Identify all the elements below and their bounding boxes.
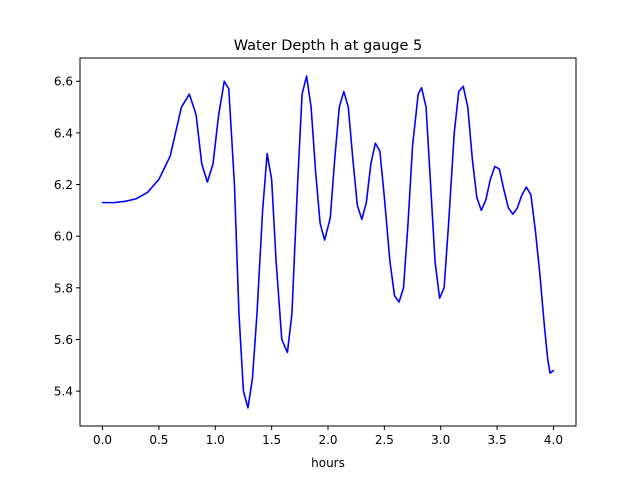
x-axis: 0.0 0.5 1.0 1.5 2.0 2.5 3.0 3.5 4.0: [93, 426, 563, 447]
series-line: [101, 75, 555, 409]
x-tick-label: 2.0: [318, 433, 337, 447]
chart-title: Water Depth h at gauge 5: [234, 38, 422, 54]
x-tick-label: 3.5: [488, 433, 507, 447]
x-tick-label: 1.0: [206, 433, 225, 447]
x-tick-label: 4.0: [544, 433, 563, 447]
x-tick-label: 2.5: [375, 433, 394, 447]
x-tick-label: 0.0: [93, 433, 112, 447]
y-tick-label: 5.8: [54, 281, 73, 295]
y-tick-label: 6.4: [54, 126, 73, 140]
x-tick-label: 0.5: [149, 433, 168, 447]
y-tick-label: 6.0: [54, 230, 73, 244]
y-tick-label: 6.6: [54, 75, 73, 89]
y-tick-label: 5.6: [54, 333, 73, 347]
y-tick-label: 5.4: [54, 385, 73, 399]
y-tick-label: 6.2: [54, 178, 73, 192]
series-group: [101, 75, 555, 409]
x-axis-label: hours: [311, 456, 345, 470]
x-tick-label: 3.0: [431, 433, 450, 447]
x-tick-label: 1.5: [262, 433, 281, 447]
y-axis: 5.4 5.6 5.8 6.0 6.2 6.4 6.6: [54, 75, 80, 399]
